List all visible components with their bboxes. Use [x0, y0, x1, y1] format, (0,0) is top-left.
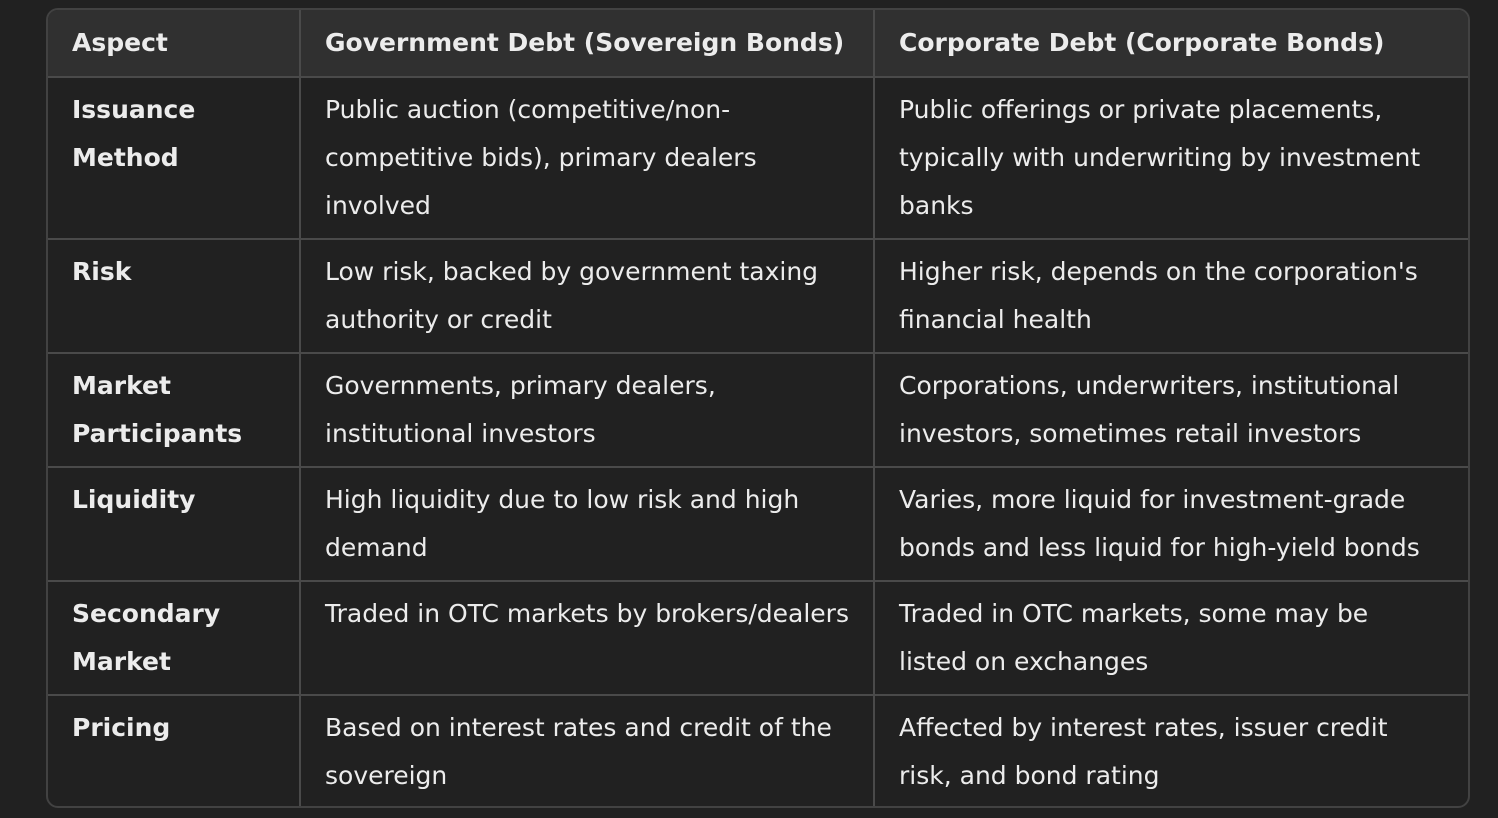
corporate-cell: Public offerings or private placements, … — [873, 77, 1468, 239]
table-row: Risk Low risk, backed by government taxi… — [48, 238, 1468, 353]
header-government-debt: Government Debt (Sovereign Bonds) — [299, 10, 874, 78]
aspect-cell: Secondary Market — [48, 580, 300, 695]
government-cell: High liquidity due to low risk and high … — [299, 466, 874, 581]
aspect-cell: Issuance Method — [72, 95, 196, 172]
header-row: Aspect Government Debt (Sovereign Bonds)… — [48, 10, 1468, 78]
header-corporate-debt: Corporate Debt (Corporate Bonds) — [873, 10, 1468, 78]
table-row: Liquidity High liquidity due to low risk… — [48, 466, 1468, 581]
aspect-cell: Pricing — [48, 694, 300, 806]
corporate-cell: Higher risk, depends on the corporation'… — [873, 238, 1468, 353]
aspect-cell: Liquidity — [48, 466, 300, 581]
corporate-cell: Traded in OTC markets, some may be liste… — [873, 580, 1468, 695]
aspect-cell: Market Participants — [48, 352, 300, 467]
table-header: Aspect Government Debt (Sovereign Bonds)… — [48, 10, 1468, 78]
corporate-cell: Corporations, underwriters, institutiona… — [873, 352, 1468, 467]
table-row: Secondary Market Traded in OTC markets b… — [48, 580, 1468, 695]
aspect-cell: Risk — [48, 238, 300, 353]
table-body: Issuance Method Public auction (competit… — [48, 77, 1468, 806]
government-cell: Governments, primary dealers, institutio… — [299, 352, 874, 467]
comparison-table: Aspect Government Debt (Sovereign Bonds)… — [48, 10, 1468, 806]
table-row: Pricing Based on interest rates and cred… — [48, 694, 1468, 806]
government-cell: Public auction (competitive/non-competit… — [299, 77, 874, 239]
government-cell: Traded in OTC markets by brokers/dealers — [299, 580, 874, 695]
comparison-table-container: Aspect Government Debt (Sovereign Bonds)… — [46, 8, 1470, 808]
corporate-cell: Affected by interest rates, issuer credi… — [873, 694, 1468, 806]
government-cell: Low risk, backed by government taxing au… — [299, 238, 874, 353]
table-row: Market Participants Governments, primary… — [48, 352, 1468, 467]
government-cell: Based on interest rates and credit of th… — [299, 694, 874, 806]
corporate-cell: Varies, more liquid for investment-grade… — [873, 466, 1468, 581]
table-row: Issuance Method Public auction (competit… — [48, 77, 1468, 239]
header-aspect: Aspect — [48, 10, 300, 78]
